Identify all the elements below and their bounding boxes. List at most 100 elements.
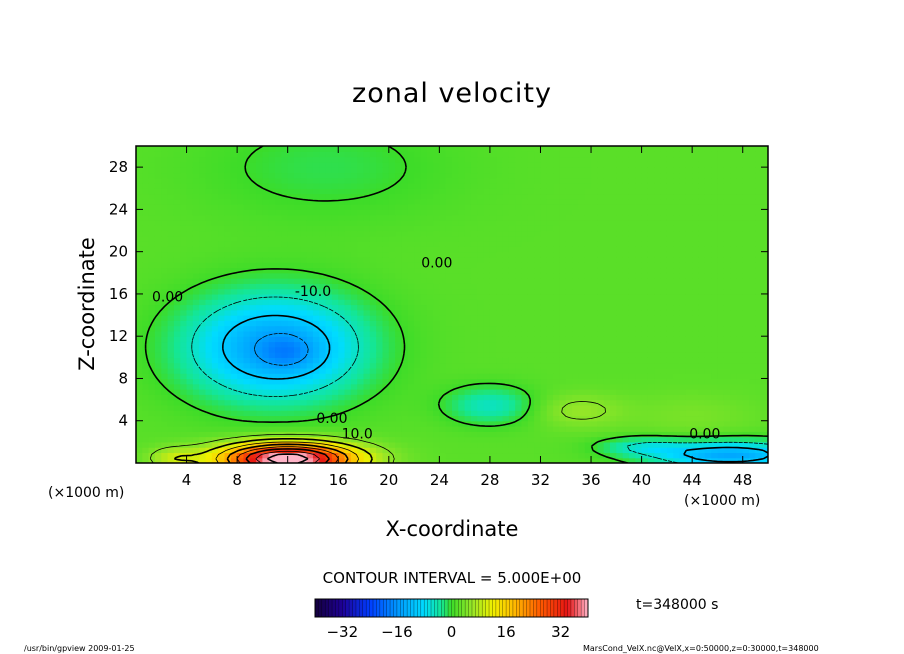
heatmap-cell (142, 219, 150, 226)
heatmap-cell (647, 246, 655, 253)
heatmap-cell (597, 426, 605, 432)
heatmap-cell (319, 161, 327, 168)
heatmap-cell (148, 209, 156, 216)
heatmap-cell (249, 357, 257, 364)
heatmap-cell (464, 431, 472, 438)
heatmap-cell (458, 389, 466, 395)
heatmap-cell (180, 389, 188, 395)
heatmap-cell (470, 293, 478, 300)
heatmap-cell (167, 204, 175, 210)
heatmap-cell (591, 373, 598, 380)
heatmap-cell (319, 346, 327, 353)
heatmap-cell (300, 214, 308, 221)
heatmap-cell (154, 209, 162, 216)
heatmap-cell (376, 251, 384, 258)
heatmap-cell (136, 219, 143, 226)
heatmap-cell (230, 204, 238, 210)
heatmap-cell (154, 251, 162, 258)
heatmap-cell (458, 420, 466, 427)
heatmap-cell (565, 256, 573, 263)
heatmap-cell (331, 272, 339, 279)
heatmap-cell (584, 235, 592, 242)
heatmap-cell (502, 330, 510, 337)
heatmap-cell (205, 346, 213, 353)
heatmap-cell (464, 362, 472, 369)
heatmap-cell (382, 172, 390, 179)
heatmap-cell (496, 219, 504, 226)
heatmap-cell (376, 193, 384, 200)
heatmap-cell (312, 225, 320, 232)
heatmap-cell (136, 272, 143, 279)
heatmap-cell (464, 267, 472, 274)
heatmap-cell (622, 304, 630, 311)
heatmap-cell (496, 352, 504, 358)
heatmap-cell (369, 362, 377, 369)
heatmap-cell (603, 394, 611, 401)
heatmap-cell (287, 225, 295, 232)
heatmap-cell (281, 378, 289, 385)
heatmap-cell (344, 325, 352, 332)
heatmap-cell (439, 267, 447, 274)
heatmap-cell (148, 336, 156, 343)
heatmap-cell (578, 436, 586, 443)
heatmap-cell (647, 415, 655, 422)
heatmap-cell (344, 235, 352, 242)
heatmap-cell (211, 293, 219, 300)
heatmap-cell (660, 410, 668, 417)
heatmap-cell (458, 410, 466, 417)
heatmap-cell (344, 267, 352, 274)
heatmap-cell (578, 394, 586, 401)
heatmap-cell (395, 315, 403, 321)
heatmap-cell (584, 230, 592, 237)
heatmap-cell (211, 262, 219, 269)
heatmap-cell (218, 167, 226, 174)
heatmap-cell (205, 367, 213, 374)
heatmap-cell (647, 225, 655, 232)
heatmap-cell (376, 367, 384, 374)
heatmap-cell (477, 404, 485, 411)
heatmap-cell (161, 367, 169, 374)
heatmap-cell (249, 251, 257, 258)
heatmap-cell (331, 362, 339, 369)
heatmap-cell (142, 436, 150, 443)
heatmap-cell (407, 420, 415, 427)
heatmap-cell (534, 426, 542, 432)
heatmap-cell (186, 373, 194, 380)
heatmap-cell (433, 262, 440, 269)
heatmap-cell (553, 441, 561, 448)
heatmap-cell (534, 219, 542, 226)
heatmap-cell (540, 299, 548, 306)
heatmap-cell (230, 309, 238, 316)
heatmap-cell (211, 198, 219, 205)
heatmap-cell (578, 214, 586, 221)
heatmap-cell (559, 272, 567, 279)
heatmap-cell (515, 267, 523, 274)
heatmap-cell (401, 246, 409, 253)
heatmap-cell (376, 177, 384, 184)
heatmap-cell (395, 378, 403, 385)
heatmap-cell (312, 230, 320, 237)
heatmap-cell (294, 447, 301, 454)
heatmap-cell (218, 357, 226, 364)
heatmap-cell (489, 378, 497, 385)
heatmap-cell (173, 325, 181, 332)
heatmap-cell (496, 188, 504, 195)
heatmap-cell (161, 452, 169, 459)
heatmap-cell (180, 410, 188, 417)
heatmap-cell (660, 441, 668, 448)
heatmap-cell (205, 389, 213, 395)
heatmap-cell (300, 209, 308, 216)
heatmap-cell (584, 251, 592, 258)
heatmap-cell (635, 426, 643, 432)
heatmap-cell (584, 309, 592, 316)
heatmap-cell (647, 367, 655, 374)
heatmap-cell (647, 278, 655, 284)
heatmap-cell (388, 293, 396, 300)
heatmap-cell (470, 198, 478, 205)
heatmap-cell (616, 420, 624, 427)
heatmap-cell (540, 267, 548, 274)
heatmap-cell (230, 410, 238, 417)
heatmap-cell (338, 262, 346, 269)
heatmap-cell (572, 214, 579, 221)
heatmap-cell (306, 293, 314, 300)
